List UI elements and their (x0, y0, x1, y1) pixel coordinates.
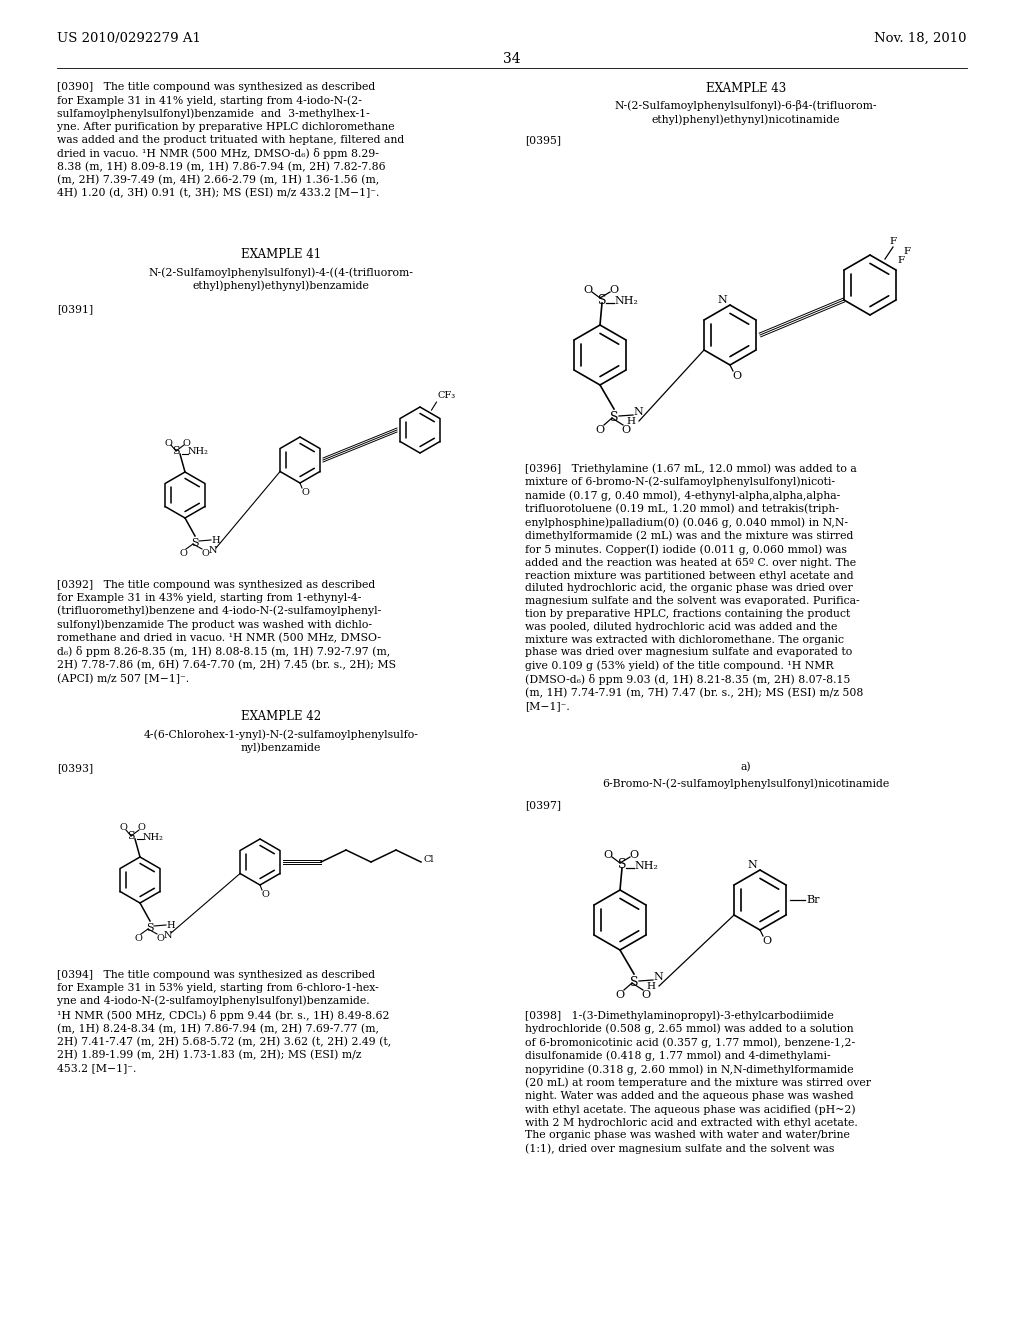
Text: [0393]: [0393] (57, 763, 93, 774)
Text: N: N (633, 407, 643, 417)
Text: Cl: Cl (423, 854, 433, 863)
Text: N: N (717, 294, 727, 305)
Text: S: S (172, 446, 180, 455)
Text: O: O (182, 438, 189, 447)
Text: S: S (630, 975, 638, 989)
Text: N: N (164, 931, 172, 940)
Text: O: O (603, 850, 612, 861)
Text: O: O (201, 549, 209, 558)
Text: [0396]   Triethylamine (1.67 mL, 12.0 mmol) was added to a
mixture of 6-bromo-N-: [0396] Triethylamine (1.67 mL, 12.0 mmol… (525, 463, 863, 711)
Text: N: N (209, 546, 217, 554)
Text: a): a) (740, 762, 752, 772)
Text: NH₂: NH₂ (614, 296, 638, 306)
Text: F: F (897, 256, 904, 265)
Text: S: S (146, 923, 154, 933)
Text: H: H (211, 536, 219, 545)
Text: O: O (119, 824, 127, 833)
Text: EXAMPLE 43: EXAMPLE 43 (706, 82, 786, 95)
Text: O: O (156, 935, 164, 942)
Text: Nov. 18, 2010: Nov. 18, 2010 (874, 32, 967, 45)
Text: 34: 34 (503, 51, 521, 66)
Text: N-(2-Sulfamoylphenylsulfonyl)-6-β4-(trifluorom-
ethyl)phenyl)ethynyl)nicotinamid: N-(2-Sulfamoylphenylsulfonyl)-6-β4-(trif… (614, 100, 878, 124)
Text: O: O (630, 850, 639, 861)
Text: O: O (134, 935, 142, 942)
Text: F: F (889, 238, 896, 246)
Text: F: F (903, 247, 910, 256)
Text: O: O (615, 990, 625, 1001)
Text: 6-Bromo-N-(2-sulfamoylphenylsulfonyl)nicotinamide: 6-Bromo-N-(2-sulfamoylphenylsulfonyl)nic… (602, 777, 890, 788)
Text: O: O (262, 890, 270, 899)
Text: [0390]   The title compound was synthesized as described
for Example 31 in 41% y: [0390] The title compound was synthesize… (57, 82, 404, 199)
Text: [0398]   1-(3-Dimethylaminopropyl)-3-ethylcarbodiimide
hydrochloride (0.508 g, 2: [0398] 1-(3-Dimethylaminopropyl)-3-ethyl… (525, 1010, 871, 1154)
Text: S: S (598, 293, 606, 306)
Text: O: O (641, 990, 650, 1001)
Text: O: O (622, 425, 631, 436)
Text: O: O (609, 285, 618, 294)
Text: [0391]: [0391] (57, 304, 93, 314)
Text: [0395]: [0395] (525, 135, 561, 145)
Text: CF₃: CF₃ (437, 391, 456, 400)
Text: O: O (762, 936, 771, 946)
Text: S: S (127, 832, 135, 841)
Text: N-(2-Sulfamoylphenylsulfonyl)-4-((4-(trifluorom-
ethyl)phenyl)ethynyl)benzamide: N-(2-Sulfamoylphenylsulfonyl)-4-((4-(tri… (148, 267, 414, 292)
Text: Br: Br (806, 895, 819, 906)
Text: S: S (617, 858, 627, 871)
Text: EXAMPLE 42: EXAMPLE 42 (241, 710, 322, 723)
Text: O: O (302, 488, 310, 498)
Text: NH₂: NH₂ (143, 833, 164, 842)
Text: EXAMPLE 41: EXAMPLE 41 (241, 248, 322, 261)
Text: H: H (646, 982, 655, 991)
Text: 4-(6-Chlorohex-1-ynyl)-N-(2-sulfamoylphenylsulfo-
nyl)benzamide: 4-(6-Chlorohex-1-ynyl)-N-(2-sulfamoylphe… (143, 729, 419, 754)
Text: O: O (164, 438, 172, 447)
Text: H: H (166, 921, 175, 931)
Text: N: N (746, 861, 757, 870)
Text: N: N (653, 972, 663, 982)
Text: O: O (179, 549, 187, 558)
Text: O: O (595, 425, 604, 436)
Text: [0397]: [0397] (525, 800, 561, 810)
Text: S: S (609, 411, 618, 424)
Text: S: S (191, 539, 199, 548)
Text: NH₂: NH₂ (634, 861, 657, 871)
Text: O: O (137, 824, 145, 833)
Text: O: O (584, 285, 593, 294)
Text: O: O (732, 371, 741, 381)
Text: [0392]   The title compound was synthesized as described
for Example 31 in 43% y: [0392] The title compound was synthesize… (57, 579, 396, 684)
Text: [0394]   The title compound was synthesized as described
for Example 31 in 53% y: [0394] The title compound was synthesize… (57, 970, 391, 1073)
Text: H: H (627, 417, 636, 426)
Text: US 2010/0292279 A1: US 2010/0292279 A1 (57, 32, 201, 45)
Text: NH₂: NH₂ (188, 447, 209, 457)
